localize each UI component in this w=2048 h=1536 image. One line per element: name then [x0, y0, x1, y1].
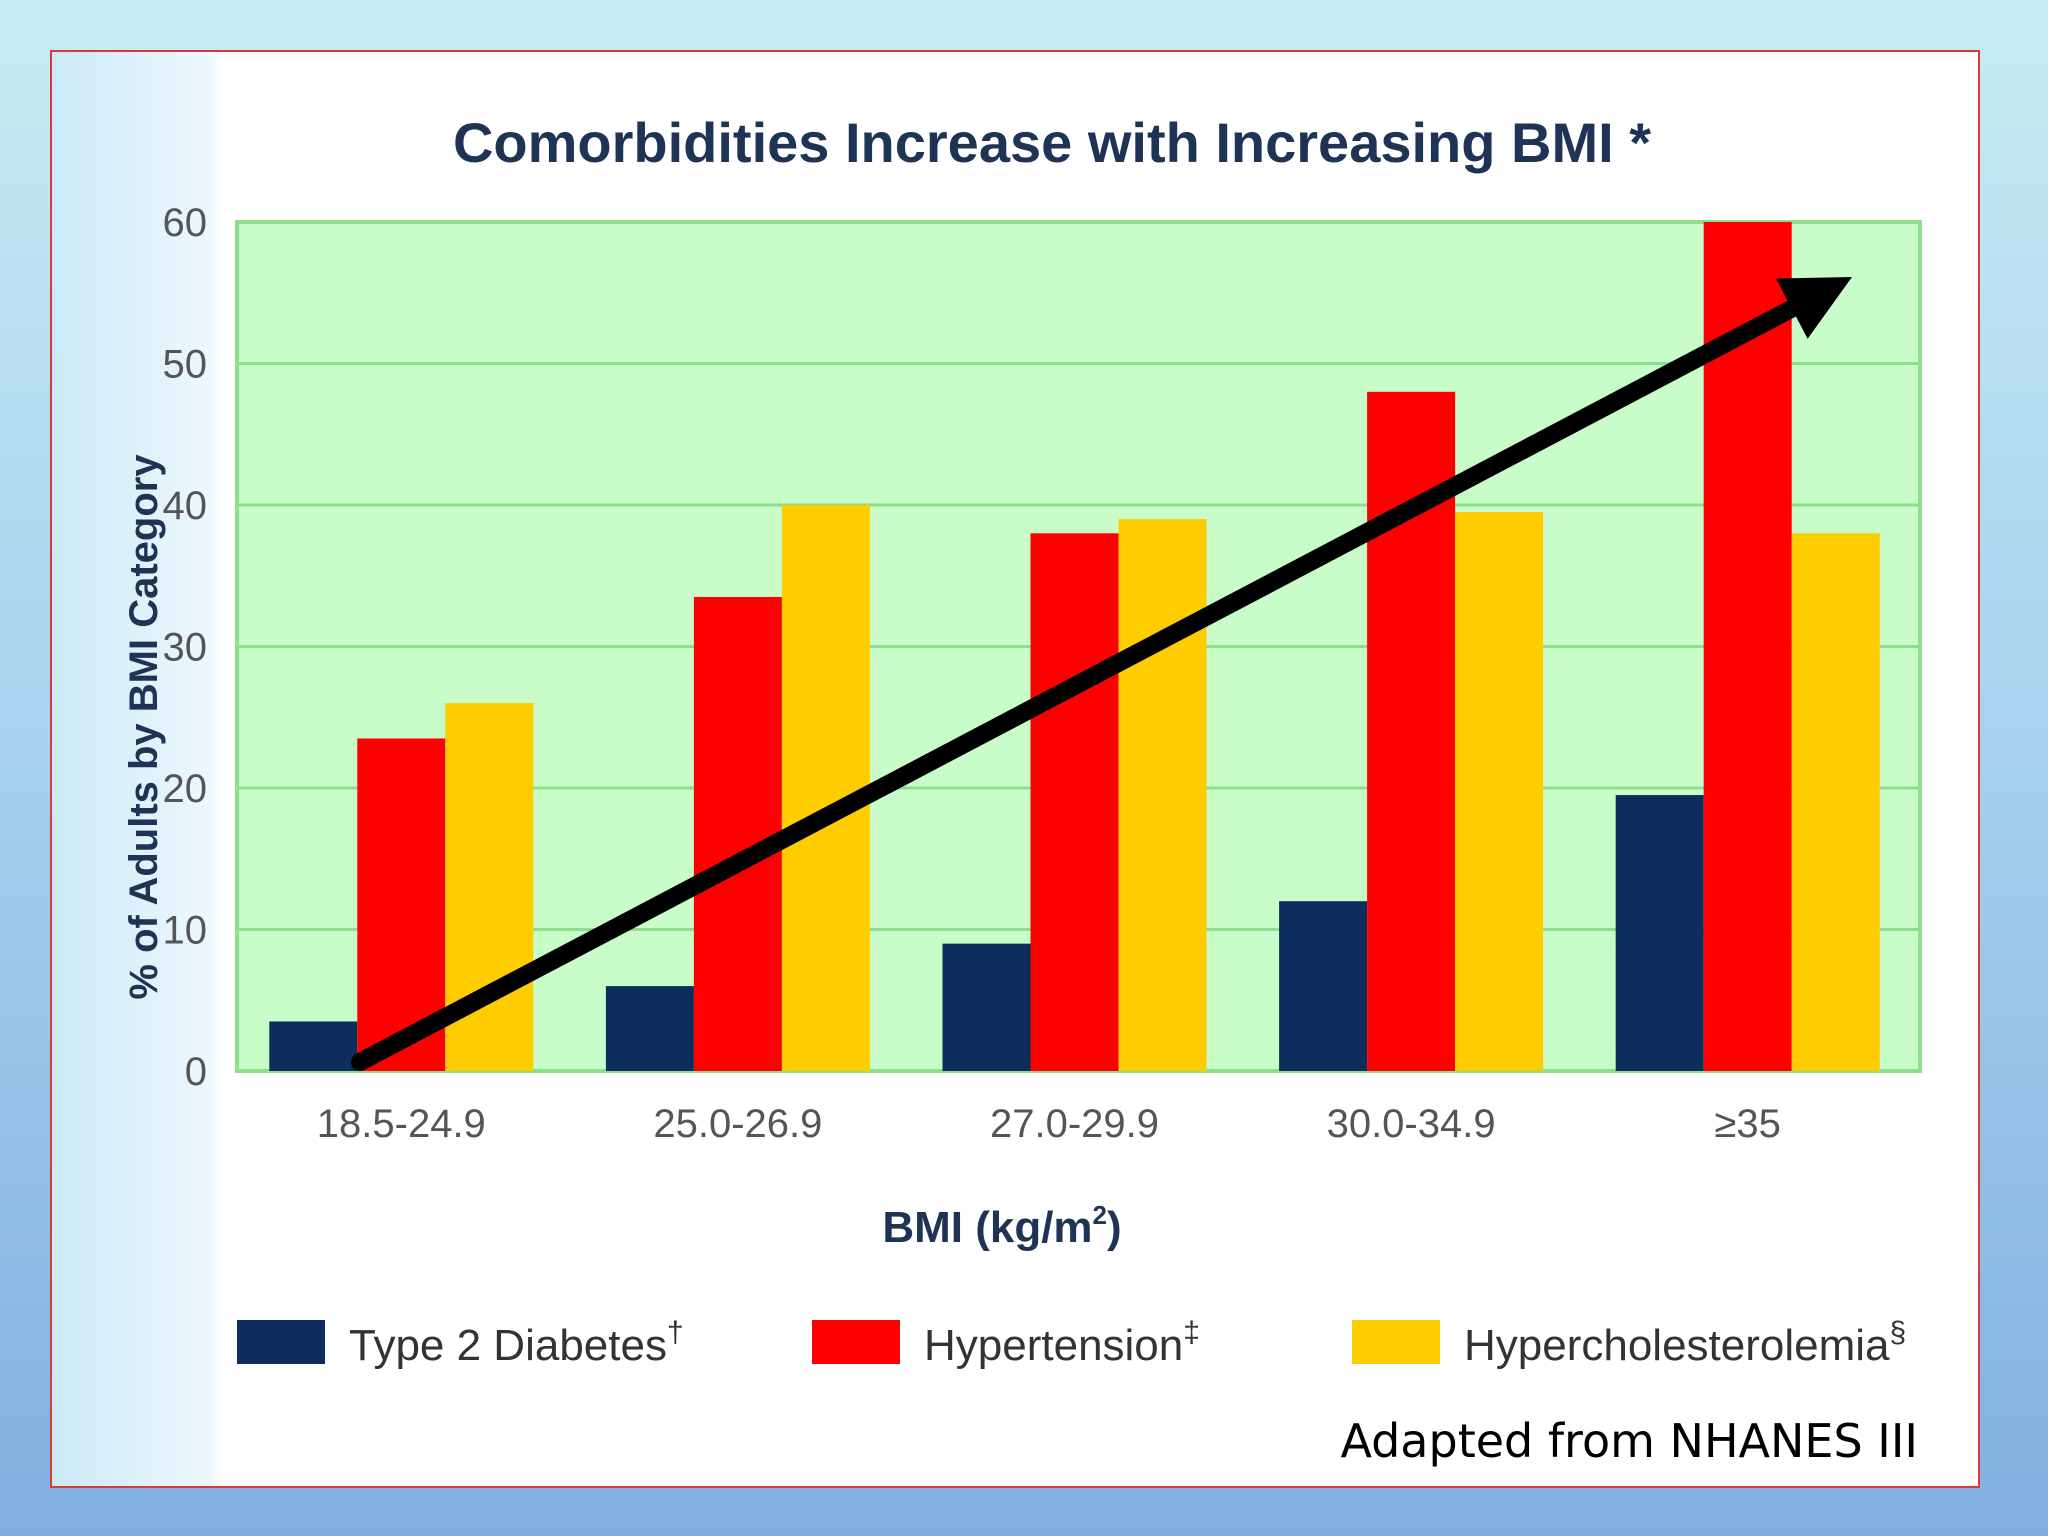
bar-type-2-diabetes: [1279, 901, 1368, 1071]
x-tick-label: 30.0-34.9: [1327, 1102, 1496, 1146]
x-tick-label: ≥35: [1714, 1102, 1780, 1146]
y-tick-label: 0: [185, 1050, 207, 1094]
bar-hypercholesterolemia: [1791, 533, 1880, 1071]
legend-swatch: [812, 1320, 900, 1364]
bar-type-2-diabetes: [605, 986, 694, 1071]
x-tick-label: 25.0-26.9: [653, 1102, 822, 1146]
x-tick-label: 27.0-29.9: [990, 1102, 1159, 1146]
bar-hypertension: [1030, 533, 1119, 1071]
bar-type-2-diabetes: [942, 943, 1031, 1071]
bar-hypercholesterolemia: [1455, 512, 1544, 1071]
x-axis-label: BMI (kg/m2): [882, 1200, 1121, 1252]
slide-frame: Comorbidities Increase with Increasing B…: [50, 50, 1980, 1488]
y-tick-label: 20: [163, 767, 208, 811]
bar-hypertension: [1703, 222, 1792, 1071]
trend-arrow-line: [351, 289, 1821, 1071]
legend-label: Type 2 Diabetes†: [349, 1316, 684, 1370]
bar-type-2-diabetes: [269, 1021, 358, 1071]
chart-title: Comorbidities Increase with Increasing B…: [453, 111, 1651, 174]
y-tick-label: 50: [163, 343, 208, 387]
bar-hypercholesterolemia: [781, 505, 870, 1071]
y-tick-label: 30: [163, 626, 208, 670]
y-tick-label: 40: [163, 484, 208, 528]
y-axis-label: % of Adults by BMI Category: [122, 454, 166, 1000]
trend-arrow: [351, 277, 1852, 1071]
bar-hypertension: [693, 596, 782, 1071]
y-tick-label: 10: [163, 909, 208, 953]
plot-area: [235, 220, 1922, 1073]
x-axis-label-main: BMI (kg/m: [882, 1203, 1092, 1252]
x-axis-label-superscript: 2: [1093, 1200, 1107, 1230]
bar-chart: Comorbidities Increase with Increasing B…: [122, 111, 1922, 1370]
x-tick-label: 18.5-24.9: [317, 1102, 486, 1146]
bar-type-2-diabetes: [1615, 795, 1704, 1071]
legend: Type 2 Diabetes† Hypertension‡ Hypercholes…: [237, 1316, 1906, 1370]
legend-label: Hypercholesterolemia§: [1464, 1316, 1906, 1370]
x-axis-label-suffix: ): [1107, 1203, 1122, 1252]
legend-swatch: [237, 1320, 325, 1364]
y-tick-label: 60: [163, 201, 208, 245]
legend-label: Hypertension‡: [924, 1316, 1200, 1370]
y-axis: 0 10 20 30 40 50 60: [163, 201, 208, 1094]
trend-arrow-head: [1775, 277, 1852, 339]
source-note: Adapted from NHANES III: [1340, 1414, 1918, 1468]
legend-swatch: [1352, 1320, 1440, 1364]
bar-hypercholesterolemia: [1118, 519, 1207, 1071]
x-axis: 18.5-24.9 25.0-26.9 27.0-29.9 30.0-34.9 ≥35: [317, 1102, 1781, 1146]
